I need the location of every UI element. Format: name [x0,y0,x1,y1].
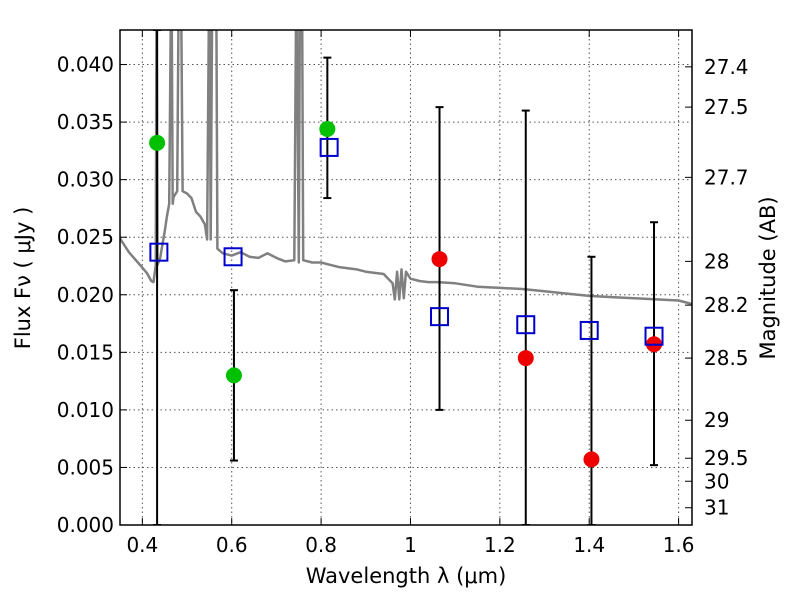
y-tick-label: 0.025 [57,225,114,249]
y-axis-label: Flux Fν ( μJy ) [11,207,35,350]
y-tick-label: 0.005 [57,455,114,479]
x-tick-label: 0.8 [305,533,337,557]
y-tick-label: 0.010 [57,398,114,422]
data-point-square [149,242,169,262]
axis-ticks: 0.4 0.6 0.8 1 1.2 1.4 1.6 0.000 0.005 0.010 0.015 0… [57,30,749,557]
data-point-square [516,315,536,335]
data-point-circle [517,350,534,367]
x-tick-label: 1.2 [484,533,516,557]
y-tick-label: 0.000 [57,513,114,537]
data-point-circle [583,451,600,468]
x-tick-label: 0.6 [216,533,248,557]
y-tick-label: 0.030 [57,168,114,192]
data-point-square [319,137,339,157]
x-tick-label: 1.4 [573,533,605,557]
x-axis-label: Wavelength λ (μm) [306,564,507,588]
right-tick-label: 27.5 [704,95,749,119]
x-tick-label: 0.4 [126,533,158,557]
right-tick-label: 28 [704,249,729,273]
y-right-axis-label: Magnitude (AB) [756,196,780,359]
right-tick-label: 27.4 [704,55,749,79]
data-point-square [430,307,450,327]
y-tick-label: 0.035 [57,110,114,134]
right-tick-label: 29 [704,408,729,432]
data-point-circle [149,134,166,151]
y-tick-label: 0.015 [57,340,114,364]
right-tick-label: 28.2 [704,293,749,317]
plot-frame [119,29,693,526]
right-tick-label: 31 [704,496,729,520]
right-tick-label: 28.5 [704,346,749,370]
right-tick-label: 30 [704,469,729,493]
y-tick-label: 0.020 [57,283,114,307]
plot-data [120,30,692,525]
right-tick-label: 27.7 [704,165,749,189]
model-spectrum-line [120,30,692,306]
data-point-circle [225,367,242,384]
x-tick-label: 1.6 [663,533,695,557]
right-tick-label: 29.5 [704,446,749,470]
data-point-square [223,247,243,267]
grid-lines [120,30,692,526]
data-point-square [644,326,664,346]
data-point-circle [431,251,448,268]
data-point-circle [319,121,336,137]
y-tick-label: 0.040 [57,53,114,77]
x-tick-label: 1 [404,533,417,557]
data-point-square [579,320,599,340]
